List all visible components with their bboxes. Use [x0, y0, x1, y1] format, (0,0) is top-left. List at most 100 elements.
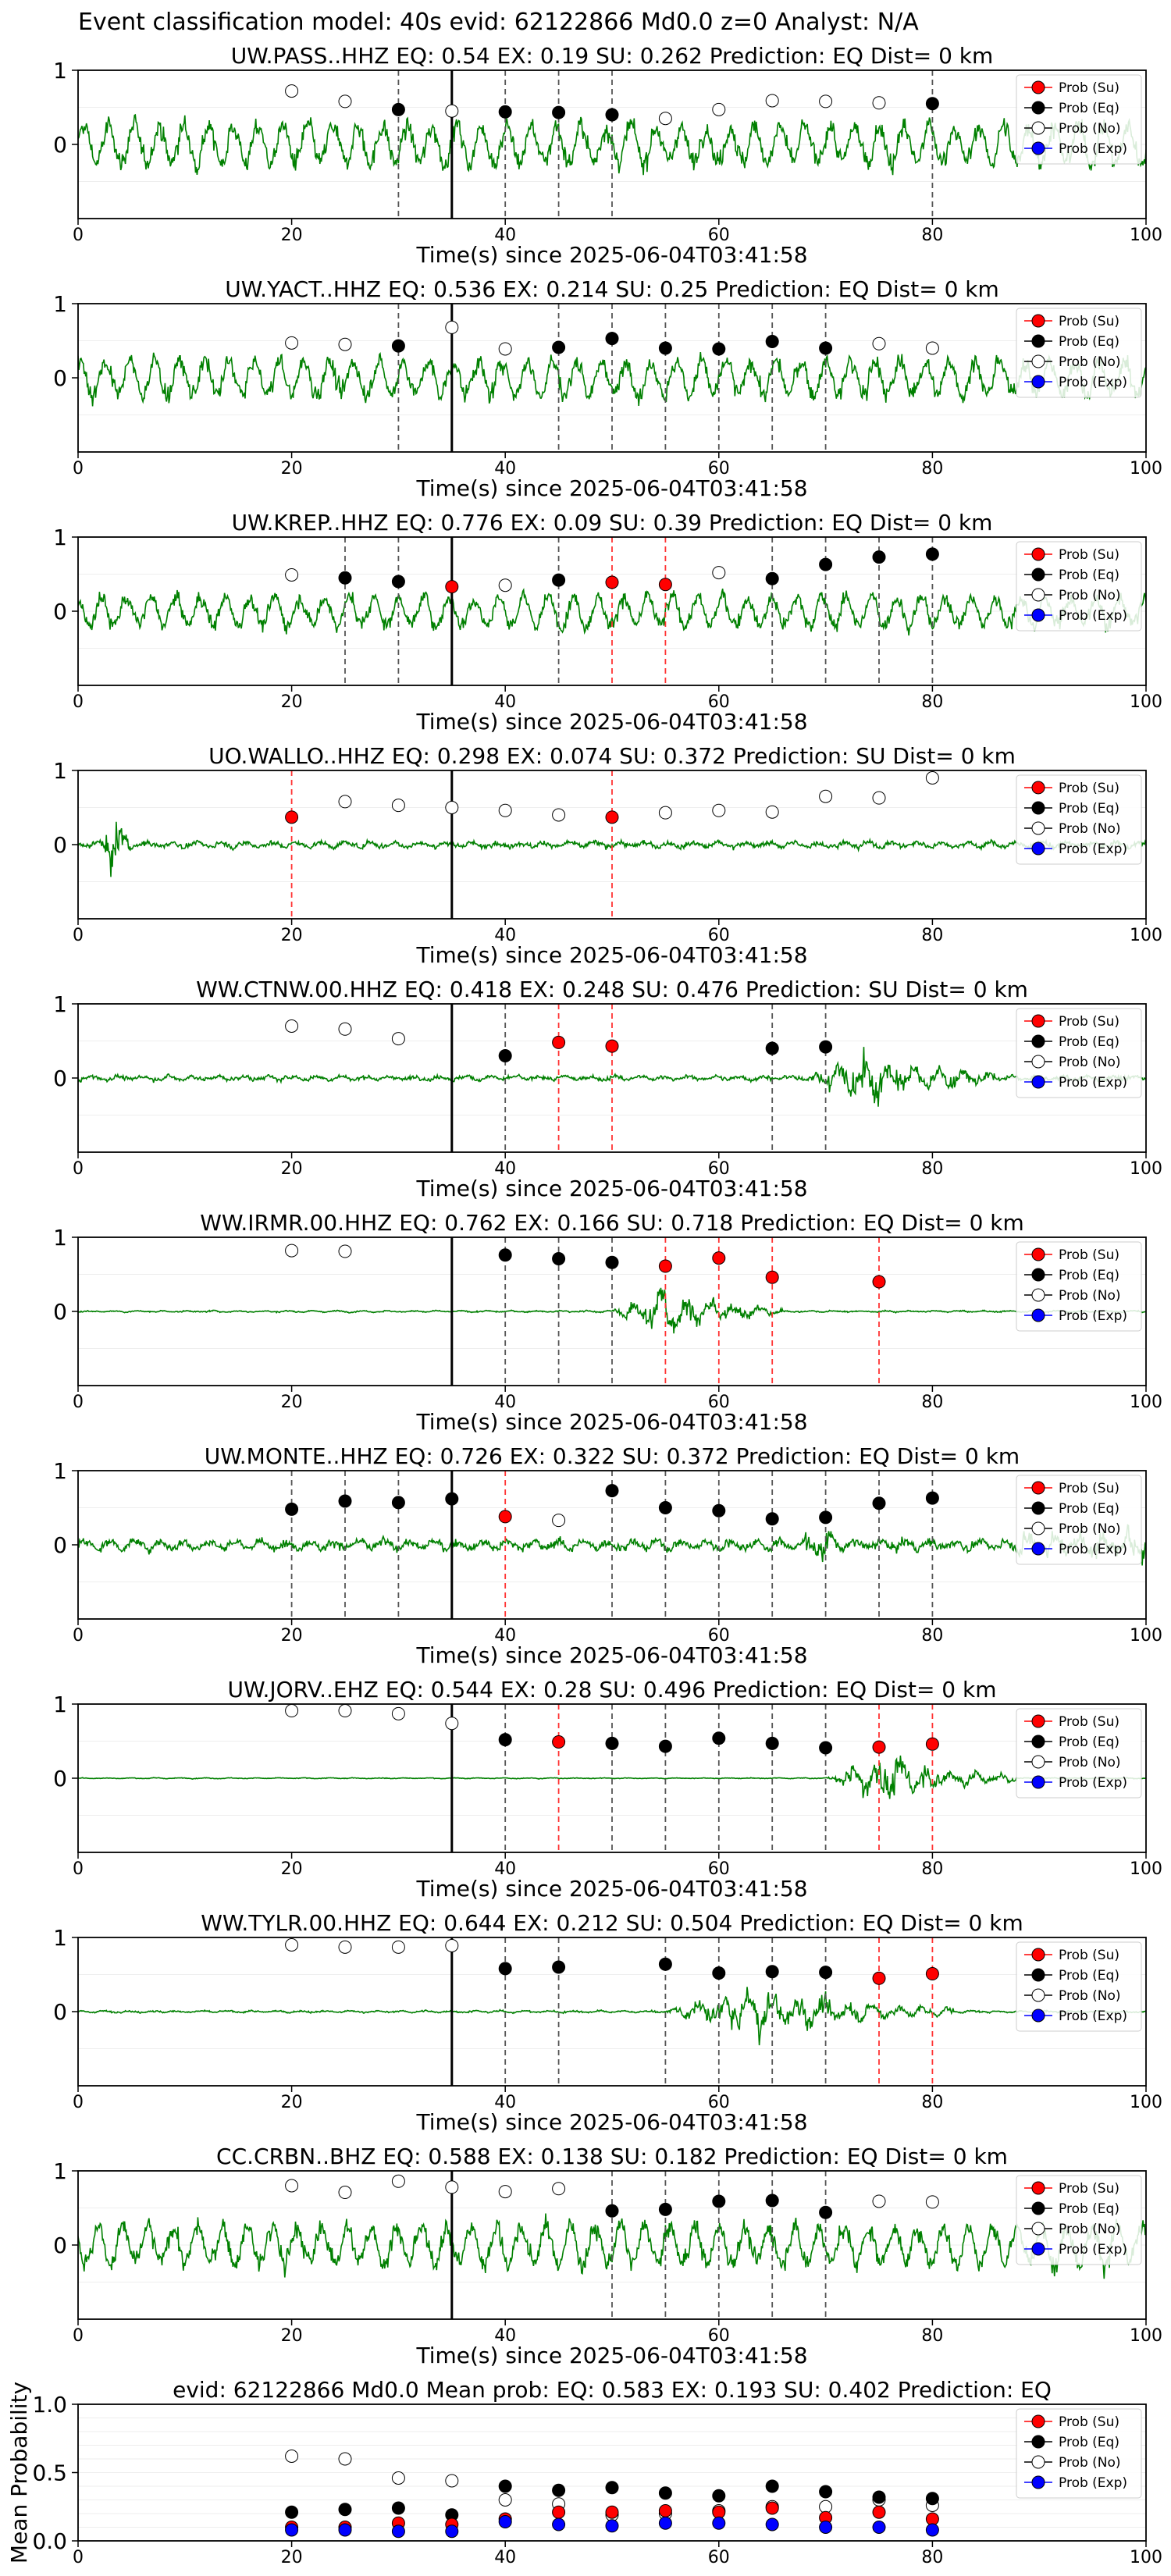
legend-label-no: Prob (No)	[1059, 1055, 1121, 1070]
x-tick-label: 100	[1130, 226, 1162, 245]
mean-prob-marker-su	[872, 2505, 886, 2519]
prob-marker-no	[445, 1717, 459, 1731]
prob-marker-no	[872, 96, 886, 110]
x-tick-label: 20	[281, 1393, 303, 1412]
prob-marker-no	[445, 801, 459, 814]
waveform-trace	[78, 1287, 1146, 1334]
panel-title: UW.YACT..HHZ EQ: 0.536 EX: 0.214 SU: 0.2…	[225, 276, 999, 302]
mean-prob-marker-eq	[338, 2503, 352, 2517]
y-tick-label: 1	[53, 1225, 67, 1251]
x-axis-label: Time(s) since 2025-06-04T03:41:58	[415, 709, 807, 735]
waveform-trace	[78, 351, 1146, 407]
prob-marker-eq	[712, 1731, 726, 1745]
prob-marker-eq	[445, 1492, 459, 1506]
legend-marker-no	[1031, 2455, 1045, 2469]
x-tick-label: 80	[921, 1859, 943, 1879]
legend-marker-su	[1031, 314, 1045, 328]
x-tick-label: 60	[708, 1859, 730, 1879]
x-tick-label: 60	[708, 2326, 730, 2346]
prob-marker-no	[552, 808, 566, 822]
x-tick-label: 60	[708, 692, 730, 712]
legend: Prob (Su) Prob (Eq) Prob (No) Prob (Exp)	[1016, 2408, 1142, 2499]
legend-label-no: Prob (No)	[1059, 2455, 1121, 2471]
y-axis-label: Mean Probability	[6, 2382, 32, 2564]
panel-title: UW.JORV..EHZ EQ: 0.544 EX: 0.28 SU: 0.49…	[227, 1677, 996, 1703]
x-tick-label: 60	[708, 1626, 730, 1646]
legend-box	[1016, 1241, 1142, 1332]
x-tick-label: 0	[73, 1859, 84, 1879]
prob-marker-eq	[925, 1491, 939, 1505]
legend-label-su: Prob (Su)	[1059, 2181, 1119, 2197]
prob-marker-eq	[552, 1960, 566, 1974]
prob-marker-no	[391, 1940, 405, 1954]
panel-title: UW.PASS..HHZ EQ: 0.54 EX: 0.19 SU: 0.262…	[231, 43, 994, 69]
prob-marker-no	[498, 578, 512, 592]
prob-marker-eq	[391, 575, 405, 589]
panel-6: WW.IRMR.00.HHZ EQ: 0.762 EX: 0.166 SU: 0…	[53, 1210, 1162, 1435]
legend-marker-su	[1031, 1481, 1045, 1495]
legend-marker-su	[1031, 1014, 1045, 1028]
prob-marker-eq	[498, 1962, 512, 1976]
waveform-trace	[78, 2213, 1146, 2279]
waveform-trace	[78, 1987, 1146, 2046]
y-tick-label: 0.5	[32, 2460, 67, 2486]
waveform-trace	[78, 1047, 1146, 1107]
prob-marker-eq	[552, 340, 566, 354]
legend-box	[1016, 2175, 1142, 2265]
axes-frame	[77, 303, 1147, 453]
axes-frame	[77, 2403, 1147, 2542]
prob-marker-eq	[819, 1741, 833, 1755]
x-axis-label: Time(s) since 2025-06-04T03:41:58	[415, 1876, 807, 1902]
legend-label-eq: Prob (Eq)	[1059, 2201, 1119, 2217]
x-tick-label: 40	[494, 1626, 516, 1646]
x-tick-label: 60	[708, 2093, 730, 2112]
legend-marker-exp	[1031, 141, 1045, 155]
x-tick-label: 100	[1130, 2326, 1162, 2346]
legend-label-eq: Prob (Eq)	[1059, 1034, 1119, 1050]
prob-marker-eq	[658, 1957, 672, 1971]
axes-frame	[77, 1470, 1147, 1620]
y-tick-label: 0	[53, 1999, 67, 2025]
legend-label-eq: Prob (Eq)	[1059, 801, 1119, 817]
prob-marker-eq	[819, 1040, 833, 1054]
x-tick-label: 0	[73, 459, 84, 479]
legend-label-exp: Prob (Exp)	[1059, 2475, 1127, 2491]
legend-label-su: Prob (Su)	[1059, 80, 1119, 96]
panel-title: UW.KREP..HHZ EQ: 0.776 EX: 0.09 SU: 0.39…	[232, 510, 993, 535]
prob-marker-su	[872, 1740, 886, 1754]
prob-marker-no	[338, 1940, 352, 1954]
mean-prob-marker-eq	[658, 2486, 672, 2500]
legend-label-exp: Prob (Exp)	[1059, 1075, 1127, 1091]
waveform-trace	[78, 1755, 1146, 1799]
legend-marker-exp	[1031, 1075, 1045, 1089]
prob-marker-su	[872, 1275, 886, 1289]
prob-marker-eq	[872, 550, 886, 564]
prob-marker-eq	[819, 341, 833, 355]
prob-marker-eq	[605, 2204, 619, 2218]
x-tick-label: 20	[281, 692, 303, 712]
x-tick-label: 40	[494, 1859, 516, 1879]
prob-marker-no	[285, 1244, 299, 1258]
x-tick-label: 0	[73, 1626, 84, 1646]
y-tick-label: 0	[53, 1299, 67, 1325]
mean-prob-marker-exp	[498, 2515, 512, 2528]
prob-marker-no	[872, 2194, 886, 2208]
x-tick-label: 80	[921, 692, 943, 712]
prob-marker-no	[712, 102, 726, 116]
legend-label-no: Prob (No)	[1059, 588, 1121, 603]
x-tick-label: 100	[1130, 2548, 1162, 2567]
legend-marker-exp	[1031, 1775, 1045, 1789]
prob-marker-no	[338, 795, 352, 809]
x-tick-label: 100	[1130, 926, 1162, 945]
prob-marker-eq	[712, 342, 726, 356]
mean-prob-marker-eq	[498, 2479, 512, 2493]
legend: Prob (Su) Prob (Eq) Prob (No) Prob (Exp)	[1016, 774, 1142, 865]
legend-marker-no	[1031, 1521, 1045, 1535]
prob-marker-su	[658, 578, 672, 592]
prob-marker-eq	[819, 557, 833, 571]
prob-marker-su	[605, 810, 619, 824]
y-tick-label: 0	[53, 1766, 67, 1791]
prob-marker-su	[658, 1259, 672, 1273]
legend-marker-su	[1031, 80, 1045, 94]
mean-prob-marker-eq	[552, 2483, 566, 2497]
